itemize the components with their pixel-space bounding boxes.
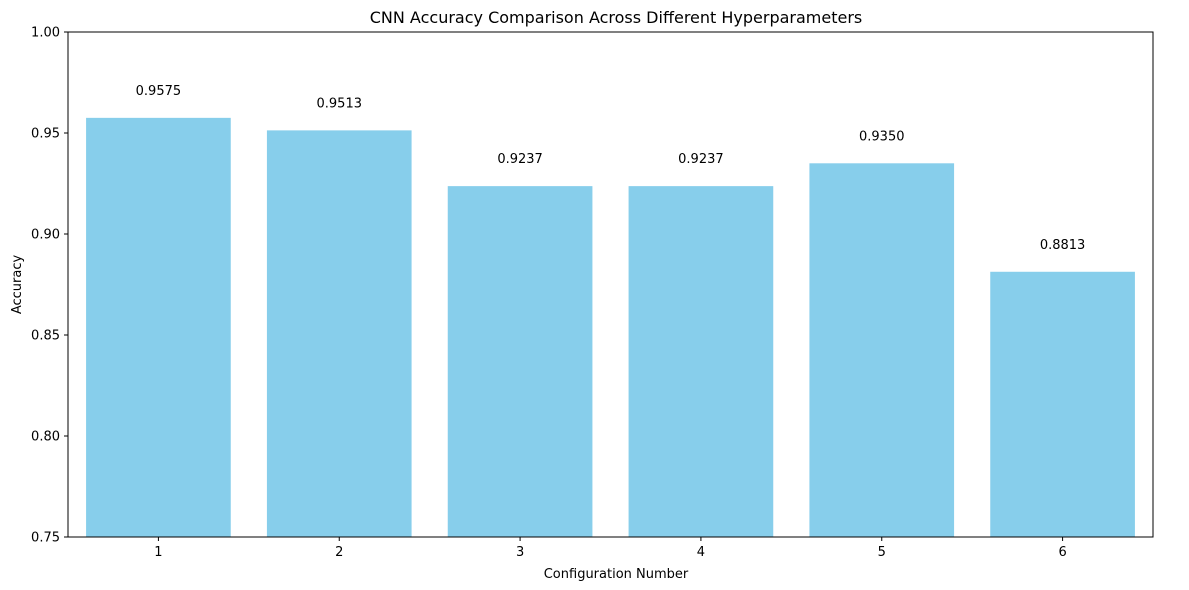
y-tick-label: 0.95: [31, 127, 60, 142]
data-label-config-5: 0.9350: [859, 129, 905, 144]
bar-config-4: [628, 186, 774, 537]
bar-config-6: [990, 271, 1135, 537]
y-tick-label: 0.90: [31, 228, 60, 243]
y-axis-label: Accuracy: [10, 255, 25, 315]
data-label-config-4: 0.9237: [678, 152, 724, 167]
y-tick-label: 0.85: [31, 329, 60, 344]
x-tick-label: 4: [697, 545, 705, 560]
y-tick-label: 0.75: [31, 531, 60, 546]
bar-config-1: [86, 117, 231, 537]
x-tick-label: 5: [878, 545, 886, 560]
bar-config-2: [266, 130, 412, 537]
data-labels-layer: 0.9575 0.9513 0.9237 0.9237 0.9350 0.8813: [136, 84, 1086, 253]
bar-config-5: [809, 163, 955, 538]
x-tick-label: 6: [1058, 545, 1066, 560]
data-label-config-3: 0.9237: [497, 152, 543, 167]
chart-title: CNN Accuracy Comparison Across Different…: [370, 8, 863, 27]
y-axis: 0.75 0.80 0.85 0.90 0.95 1.00: [31, 26, 68, 546]
data-label-config-1: 0.9575: [136, 84, 182, 99]
bar-config-3: [447, 186, 593, 537]
plot-frame: [67, 31, 1154, 538]
x-axis-label: Configuration Number: [544, 567, 689, 582]
x-tick-label: 2: [335, 545, 343, 560]
bars-layer: [86, 117, 1135, 538]
y-tick-label: 0.80: [31, 430, 60, 445]
data-label-config-6: 0.8813: [1040, 238, 1086, 253]
data-label-config-2: 0.9513: [317, 96, 363, 111]
x-tick-label: 1: [154, 545, 162, 560]
x-axis: 1 2 3 4 5 6: [154, 537, 1067, 560]
x-tick-label: 3: [516, 545, 524, 560]
y-tick-label: 1.00: [31, 26, 60, 41]
